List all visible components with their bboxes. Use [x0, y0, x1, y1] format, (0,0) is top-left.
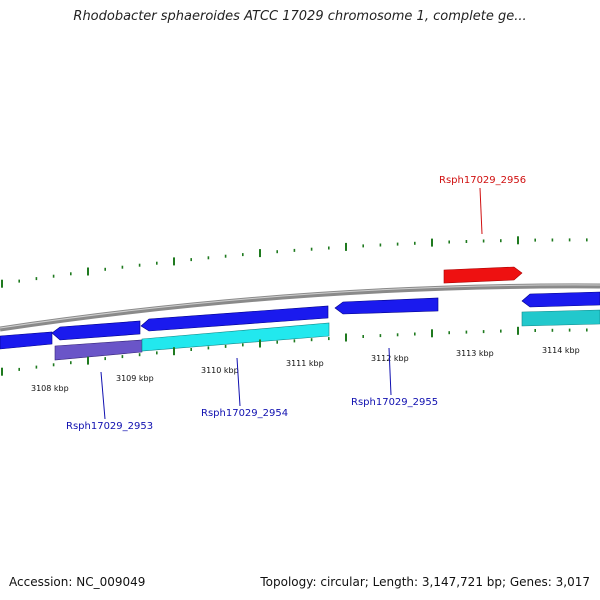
gene-label-rsph17029-2956[interactable]: Rsph17029_2956 [439, 175, 526, 186]
gene-feature-rsph17029-2956[interactable] [443, 266, 523, 284]
chromosome-backbone-highlight [0, 284, 600, 329]
accession-text: Accession: NC_009049 [9, 575, 146, 589]
gene-feature-blue-3[interactable] [140, 305, 329, 332]
gene-feature-blue-5[interactable] [521, 291, 600, 308]
label-leader-2956 [479, 187, 483, 235]
label-leader-2953 [100, 371, 106, 420]
sequence-title: Rhodobacter sphaeroides ATCC 17029 chrom… [73, 9, 527, 24]
gene-feature-cyan-2[interactable] [521, 309, 600, 327]
chromosome-backbone [0, 283, 600, 332]
genome-summary-text: Topology: circular; Length: 3,147,721 bp… [260, 575, 590, 589]
label-leader-2954 [236, 357, 241, 407]
label-leader-2955 [388, 347, 392, 396]
gene-label-rsph17029-2955[interactable]: Rsph17029_2955 [351, 397, 438, 408]
gene-feature-rsph17029-2954[interactable] [141, 322, 330, 352]
gene-feature-blue-1[interactable] [0, 331, 53, 350]
scale-label: 3113 kbp [456, 349, 494, 358]
lower-tick-scale [1, 326, 588, 376]
gene-feature-blue-4[interactable] [334, 297, 439, 315]
gene-feature-rsph17029-2953[interactable] [54, 339, 143, 361]
scale-label: 3111 kbp [286, 359, 324, 368]
gene-label-rsph17029-2953[interactable]: Rsph17029_2953 [66, 421, 153, 432]
upper-tick-scale [1, 236, 588, 288]
scale-label: 3108 kbp [31, 384, 69, 393]
scale-label: 3109 kbp [116, 374, 154, 383]
gene-label-rsph17029-2954[interactable]: Rsph17029_2954 [201, 408, 288, 419]
gene-feature-blue-2[interactable] [51, 320, 141, 341]
scale-label: 3114 kbp [542, 346, 580, 355]
scale-label: 3110 kbp [201, 366, 239, 375]
